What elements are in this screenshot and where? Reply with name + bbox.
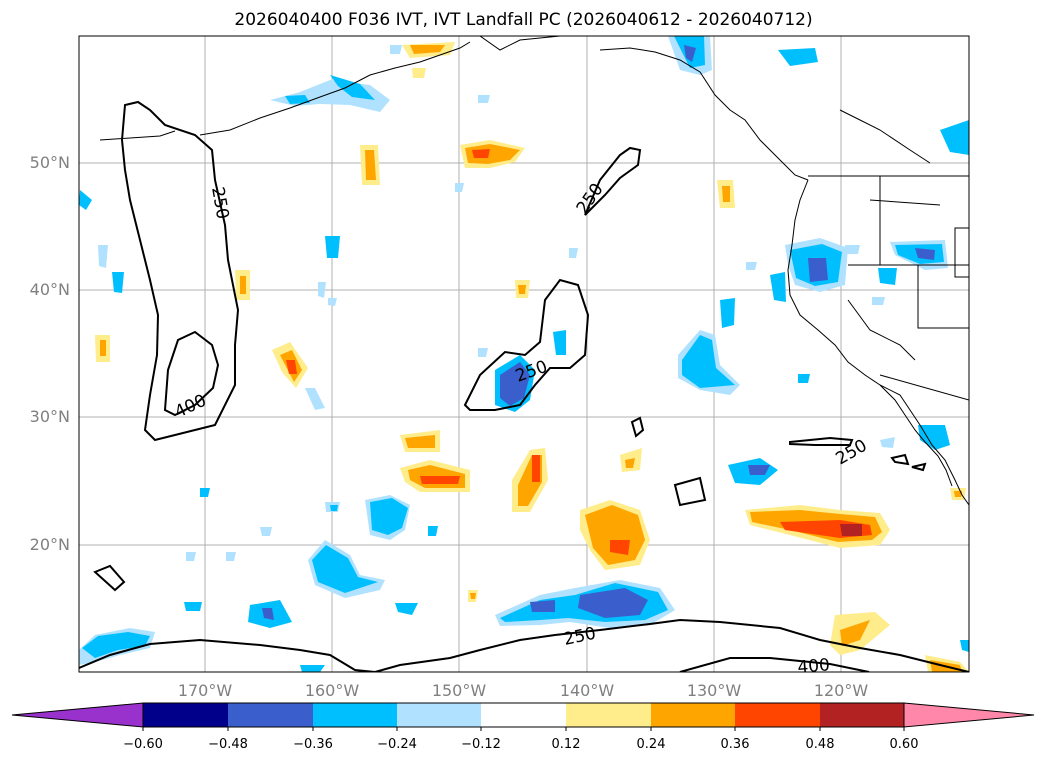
contour-400-west bbox=[163, 330, 220, 417]
contour-label: 250 bbox=[833, 436, 871, 470]
colorbar-tick: 0.12 bbox=[551, 737, 581, 752]
colorbar bbox=[11, 702, 1035, 731]
ivt-contours bbox=[79, 100, 969, 672]
colorbar-swatch bbox=[566, 703, 651, 727]
colorbar-swatch bbox=[313, 703, 397, 727]
lat-label-20n: 20°N bbox=[29, 535, 70, 554]
contour-250-east-stub bbox=[789, 436, 854, 446]
coastlines bbox=[99, 36, 969, 506]
contour-label: 250 bbox=[562, 624, 598, 650]
colorbar-tick: −0.60 bbox=[123, 737, 163, 752]
lon-label-140w: 140°W bbox=[559, 681, 615, 700]
lat-label-50n: 50°N bbox=[29, 153, 70, 172]
lat-label-30n: 30°N bbox=[29, 407, 70, 426]
colorbar-swatch bbox=[143, 703, 228, 727]
colorbar-tick: −0.36 bbox=[293, 737, 333, 752]
contour-250-south bbox=[79, 618, 969, 672]
lon-label-160w: 160°W bbox=[304, 681, 360, 700]
colorbar-extend-high bbox=[903, 702, 1035, 728]
contour-label: 400 bbox=[797, 655, 831, 678]
positive-pc-shading bbox=[95, 42, 969, 672]
bc-coast bbox=[599, 47, 809, 181]
lat-label-40n: 40°N bbox=[29, 280, 70, 299]
lon-label-120w: 120°W bbox=[813, 681, 869, 700]
lon-label-170w: 170°W bbox=[177, 681, 233, 700]
colorbar-swatch bbox=[228, 703, 313, 727]
contour-250-west bbox=[120, 100, 240, 442]
baja-peninsula bbox=[879, 384, 953, 487]
us-west-coast bbox=[787, 179, 969, 506]
lon-label-130w: 130°W bbox=[686, 681, 742, 700]
map-plot-area: 250 250 250 250 250 400 400 bbox=[79, 36, 969, 678]
colorbar-tick: 0.48 bbox=[805, 737, 835, 752]
colorbar-swatch bbox=[820, 703, 904, 727]
colorbar-tick: −0.48 bbox=[208, 737, 248, 752]
colorbar-swatch bbox=[651, 703, 735, 727]
colorbar-swatch bbox=[481, 703, 566, 727]
plot-frame bbox=[78, 35, 970, 673]
colorbar-tick: 0.60 bbox=[889, 737, 919, 752]
colorbar-swatch bbox=[735, 703, 820, 727]
contour-label: 250 bbox=[207, 185, 232, 220]
contour-250-central bbox=[463, 278, 590, 411]
colorbar-tick: −0.12 bbox=[461, 737, 501, 752]
colorbar-tick: −0.24 bbox=[377, 737, 417, 752]
contour-250-northeast bbox=[584, 146, 642, 216]
colorbar-tick: 0.24 bbox=[636, 737, 666, 752]
map-title: 2026040400 F036 IVT, IVT Landfall PC (20… bbox=[234, 10, 813, 30]
colorbar-tick: 0.36 bbox=[720, 737, 750, 752]
colorbar-swatch bbox=[397, 703, 481, 727]
lon-label-150w: 150°W bbox=[431, 681, 487, 700]
colorbar-extend-low bbox=[11, 702, 144, 728]
alaska-coast bbox=[199, 41, 471, 136]
